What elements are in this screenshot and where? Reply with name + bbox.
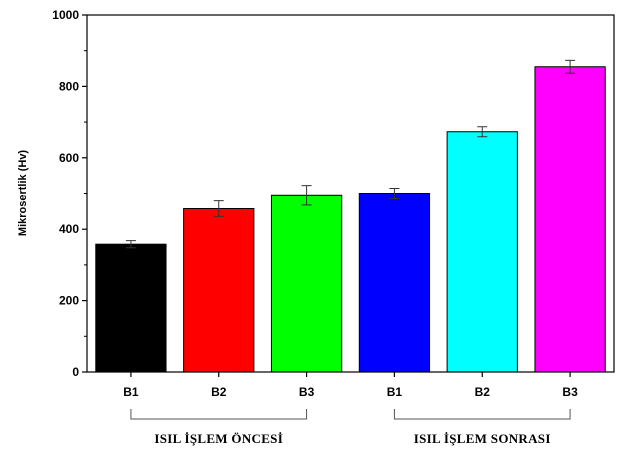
error-bar: [477, 126, 488, 138]
x-tick-label: B3: [562, 385, 578, 399]
y-tick-label: 200: [59, 294, 79, 308]
group-label: ISIL İŞLEM ÖNCESİ: [154, 431, 283, 446]
bar: [358, 193, 431, 373]
bar: [270, 194, 343, 373]
x-tick-label: B2: [475, 385, 491, 399]
error-bar: [565, 59, 576, 74]
x-tick-label: B2: [211, 385, 227, 399]
group-bracket: [393, 409, 571, 420]
bar: [534, 66, 606, 373]
error-bar: [213, 200, 224, 217]
y-axis: 0 200 400 600 800 1000: [52, 8, 87, 379]
bar-series: [95, 59, 606, 373]
group-bracket: [130, 409, 308, 420]
y-tick-label: 400: [59, 222, 79, 236]
bar: [183, 207, 255, 373]
y-tick-label: 0: [72, 365, 79, 379]
plot-frame: [86, 14, 615, 373]
y-tick-label: 600: [59, 151, 79, 165]
group-label: ISIL İŞLEM SONRASI: [414, 431, 551, 446]
bar: [446, 131, 518, 373]
x-axis: B1 B2 B3 B1 B2 B3: [123, 372, 578, 399]
error-bar: [301, 185, 312, 206]
x-tick-label: B1: [123, 385, 139, 399]
x-tick-label: B3: [299, 385, 315, 399]
bar: [95, 243, 167, 373]
y-axis-title: Mikrosertlik (Hv): [17, 150, 29, 237]
y-tick-label: 800: [59, 79, 79, 93]
group-brackets: ISIL İŞLEM ÖNCESİ ISIL İŞLEM SONRASI: [130, 409, 571, 446]
error-bar: [125, 240, 136, 249]
error-bar: [389, 188, 400, 199]
y-tick-label: 1000: [52, 8, 79, 22]
x-tick-label: B1: [387, 385, 403, 399]
